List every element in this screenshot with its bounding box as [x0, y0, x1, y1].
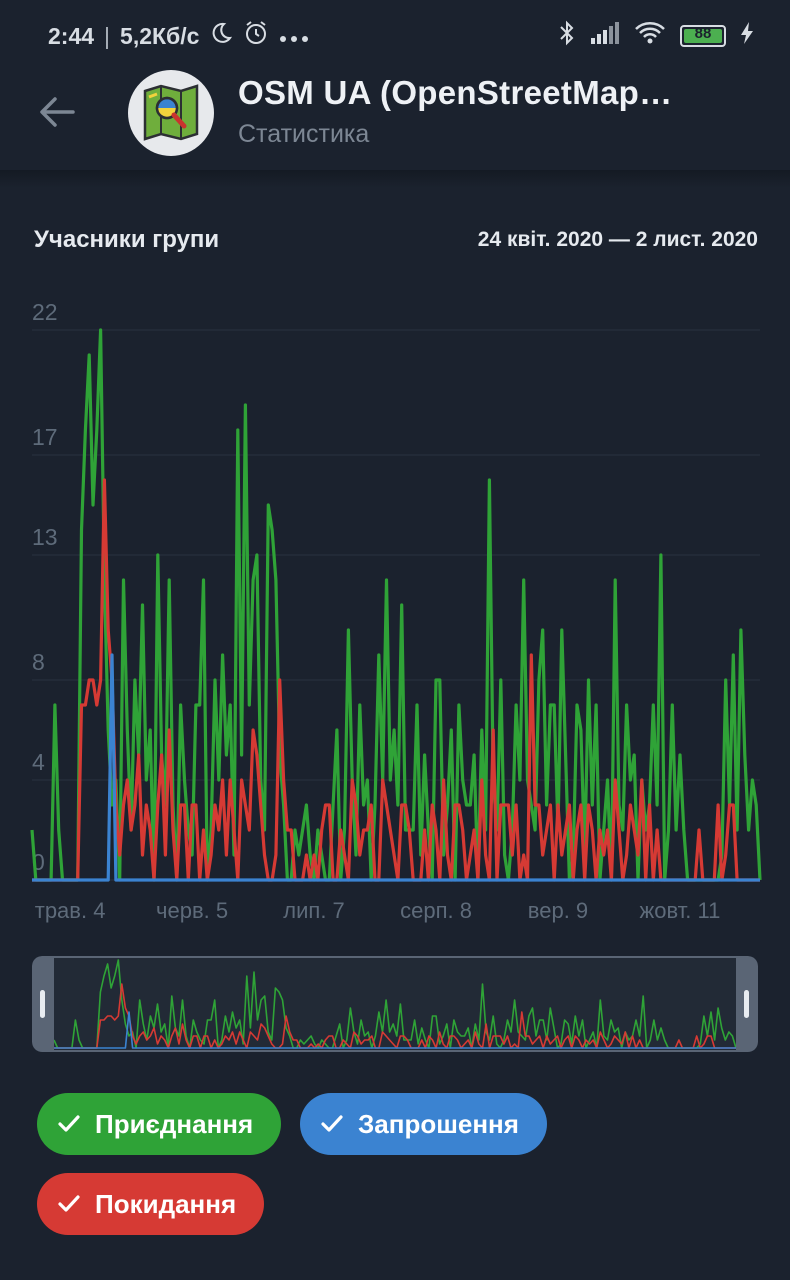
series-line-1: [32, 653, 760, 882]
map-search-icon: [143, 84, 199, 141]
more-notifications-icon: [279, 23, 309, 50]
charging-icon: [740, 21, 754, 50]
back-button[interactable]: [30, 88, 84, 136]
app-header: OSM UA (OpenStreetMap… Статистика: [0, 64, 790, 180]
x-tick-label: трав. 4: [35, 898, 106, 923]
grip-icon: [744, 990, 749, 1018]
x-tick-label: черв. 5: [156, 898, 228, 923]
status-right: 88: [558, 20, 754, 51]
mini-series-line-0: [53, 959, 737, 1049]
range-selector[interactable]: [32, 956, 758, 1052]
x-tick-label: вер. 9: [528, 898, 588, 923]
filter-invites-chip[interactable]: Запрошення: [300, 1093, 547, 1155]
range-handle-left[interactable]: [32, 956, 54, 1052]
battery-level: [684, 28, 722, 43]
status-separator: |: [104, 22, 111, 49]
arrow-left-icon: [40, 97, 75, 127]
y-tick-label: 13: [32, 524, 58, 550]
filter-leaves-chip[interactable]: Покидання: [37, 1173, 265, 1235]
x-tick-label: серп. 8: [400, 898, 472, 923]
page-title: OSM UA (OpenStreetMap…: [238, 74, 673, 111]
mini-series-line-2: [54, 983, 736, 1049]
filter-leaves-label: Покидання: [95, 1188, 237, 1219]
range-handle-right[interactable]: [736, 956, 758, 1052]
mini-series-line-1: [54, 1011, 736, 1049]
status-time: 2:44: [48, 22, 95, 49]
series-line-2: [32, 478, 760, 882]
moon-icon: [209, 21, 233, 51]
filter-joins-label: Приєднання: [95, 1108, 254, 1139]
status-left: 2:44 | 5,2Кб/с: [48, 20, 309, 52]
battery-percent: 88: [694, 24, 712, 42]
x-tick-label: жовт. 11: [640, 898, 721, 923]
status-bar: 2:44 | 5,2Кб/с 88: [0, 0, 790, 64]
y-tick-label: 22: [32, 299, 58, 325]
grip-icon: [40, 990, 45, 1018]
check-icon: [58, 1115, 80, 1132]
header-divider: [0, 170, 790, 188]
range-selector-preview: [53, 959, 737, 1049]
y-tick-label: 4: [32, 749, 45, 775]
status-network-speed: 5,2Кб/с: [120, 22, 200, 49]
y-tick-label: 17: [32, 424, 58, 450]
page-subtitle: Статистика: [238, 120, 370, 148]
group-avatar[interactable]: [128, 70, 214, 156]
battery-icon: 88: [680, 24, 726, 47]
bluetooth-icon: [558, 20, 576, 51]
range-frame-bottom: [54, 1050, 736, 1052]
check-icon: [321, 1115, 343, 1132]
wifi-icon: [634, 21, 666, 50]
y-tick-label: 8: [32, 649, 45, 675]
filter-joins-chip[interactable]: Приєднання: [37, 1093, 282, 1155]
date-range[interactable]: 24 квіт. 2020 — 2 лист. 2020: [477, 228, 758, 251]
x-tick-label: лип. 7: [283, 898, 345, 923]
chart-title: Учасники групи: [34, 226, 220, 253]
signal-icon: [590, 22, 620, 49]
filter-invites-label: Запрошення: [358, 1108, 519, 1139]
alarm-icon: [243, 20, 269, 52]
check-icon: [58, 1195, 80, 1212]
range-frame-top: [54, 956, 736, 958]
